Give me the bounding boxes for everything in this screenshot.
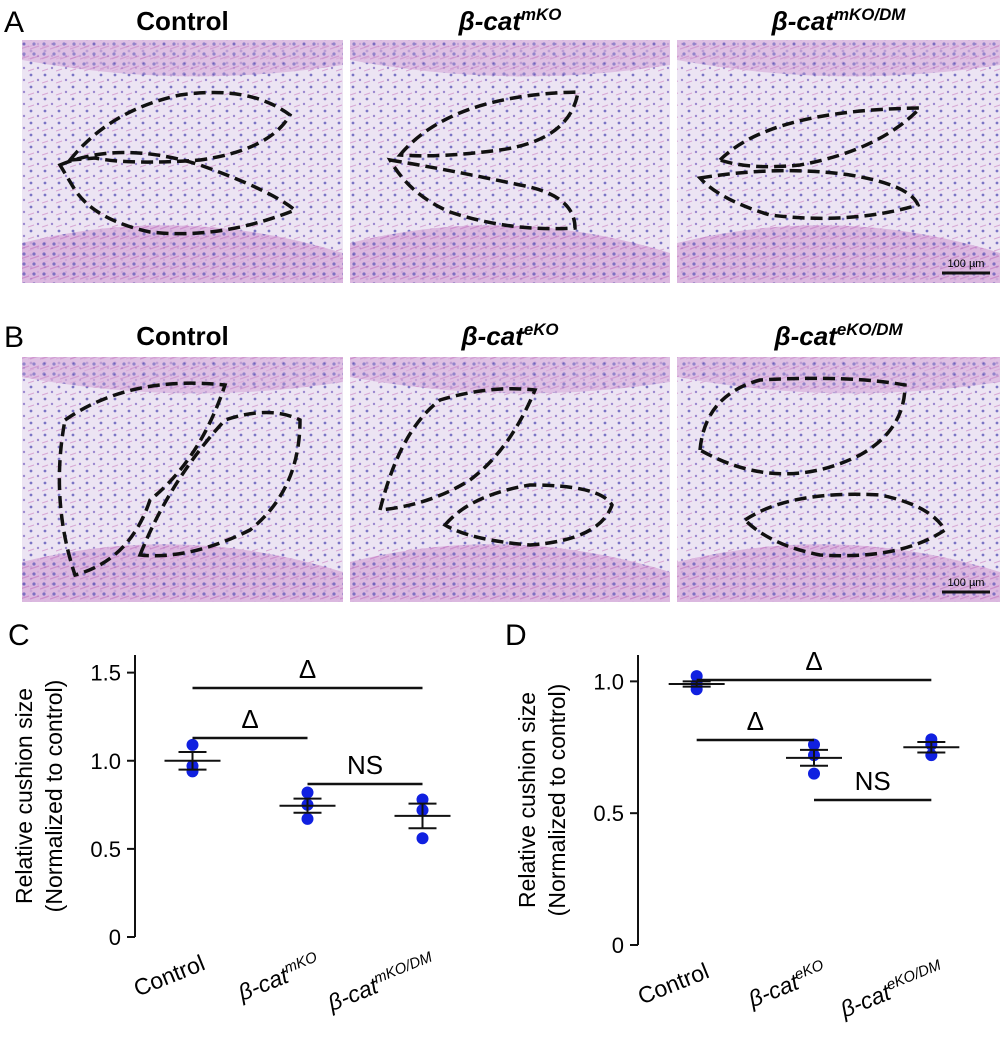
y-tick-label: 0 xyxy=(612,933,624,958)
image-title-sup: eKO xyxy=(524,320,559,339)
image-title-sup: eKO/DM xyxy=(837,320,904,339)
error-bar xyxy=(682,680,711,688)
x-tick-label: Control xyxy=(634,958,712,1010)
image-title: β-catmKO/DM xyxy=(771,5,907,36)
x-tick-label: β-catmKO/DM xyxy=(323,948,439,1016)
significance-label: Δ xyxy=(805,646,822,676)
tissue-band xyxy=(350,40,670,77)
cushion-outline xyxy=(698,376,907,476)
x-tick-label: β-cateKO xyxy=(743,956,830,1012)
data-point xyxy=(186,738,199,751)
x-tick-label-sup: eKO/DM xyxy=(884,956,944,993)
tissue-band xyxy=(677,544,1000,602)
y-tick-label: 0.5 xyxy=(90,837,121,862)
significance-label: NS xyxy=(855,766,891,796)
cushion-outline xyxy=(66,90,293,164)
cushion-outline xyxy=(137,410,302,558)
image-title: Control xyxy=(136,321,228,351)
data-point xyxy=(301,812,314,825)
cushion-outline xyxy=(696,168,921,221)
image-title: β-cateKO xyxy=(460,320,558,351)
image-title: β-cateKO/DM xyxy=(773,320,903,351)
x-tick-label-base: Control xyxy=(130,950,208,1002)
y-tick-label: 1.5 xyxy=(90,661,121,686)
cushion-outline xyxy=(57,381,228,578)
y-axis-label: (Normalized to control) xyxy=(41,680,67,913)
x-tick-label-sup: mKO xyxy=(282,948,320,977)
panel-letter: B xyxy=(4,321,24,354)
y-tick-label: 1.0 xyxy=(593,669,624,694)
y-axis-label: Relative cushion size xyxy=(514,692,540,908)
error-bar xyxy=(293,797,322,814)
error-bar xyxy=(408,802,437,830)
tissue-band xyxy=(22,40,343,77)
cushion-outline xyxy=(742,492,948,558)
significance-label: Δ xyxy=(747,706,764,736)
data-point xyxy=(808,767,820,780)
error-bar xyxy=(800,748,828,767)
cushion-outline xyxy=(377,387,538,512)
y-axis-label: Relative cushion size xyxy=(11,688,37,904)
image-title-sup: mKO/DM xyxy=(834,5,906,24)
y-tick-label: 0 xyxy=(109,925,121,950)
x-tick-label: β-catmKO xyxy=(233,948,324,1006)
error-bar xyxy=(917,741,946,754)
data-point xyxy=(416,793,429,806)
panel-letter: D xyxy=(505,619,527,652)
image-title: β-catmKO xyxy=(458,5,562,36)
tissue-band xyxy=(22,225,343,283)
data-point xyxy=(808,738,820,751)
image-title-base: β-cat xyxy=(771,6,836,36)
scale-bar-label: 100 µm xyxy=(948,577,985,589)
image-title-sup: mKO xyxy=(521,5,561,24)
tissue-band xyxy=(677,225,1000,283)
image-title-base: β-cat xyxy=(773,321,838,351)
cushion-outline xyxy=(442,483,614,547)
tissue-band xyxy=(22,544,343,602)
tissue-band xyxy=(350,544,670,602)
x-tick-label-sup: mKO/DM xyxy=(371,948,435,987)
y-axis-label: (Normalized to control) xyxy=(544,684,570,917)
x-tick-label: β-cateKO/DM xyxy=(835,956,947,1022)
error-bar xyxy=(178,750,207,771)
image-title-base: β-cat xyxy=(460,321,525,351)
cushion-outline xyxy=(716,106,925,169)
y-tick-label: 0.5 xyxy=(593,801,624,826)
tissue-band xyxy=(350,357,670,394)
cushion-outline xyxy=(57,150,299,236)
y-tick-label: 1.0 xyxy=(90,749,121,774)
significance-label: NS xyxy=(347,750,383,780)
x-tick-label-sup: eKO xyxy=(792,956,826,983)
x-tick-label: Control xyxy=(130,950,208,1002)
cushion-outline xyxy=(396,90,581,158)
significance-label: Δ xyxy=(299,654,316,684)
tissue-band xyxy=(677,40,1000,77)
image-title-base: β-cat xyxy=(458,6,523,36)
tissue-band xyxy=(677,357,1000,394)
x-tick-label-base: Control xyxy=(634,958,712,1010)
panel-letter: C xyxy=(8,619,30,652)
tissue-band xyxy=(22,357,343,394)
tissue-band xyxy=(350,225,670,283)
scale-bar-label: 100 µm xyxy=(948,258,985,270)
data-point xyxy=(301,786,314,799)
image-title: Control xyxy=(136,6,228,36)
cushion-outline xyxy=(386,157,577,231)
data-point xyxy=(416,832,429,845)
data-point xyxy=(186,765,199,778)
panel-letter: A xyxy=(4,6,24,39)
significance-label: Δ xyxy=(241,704,258,734)
